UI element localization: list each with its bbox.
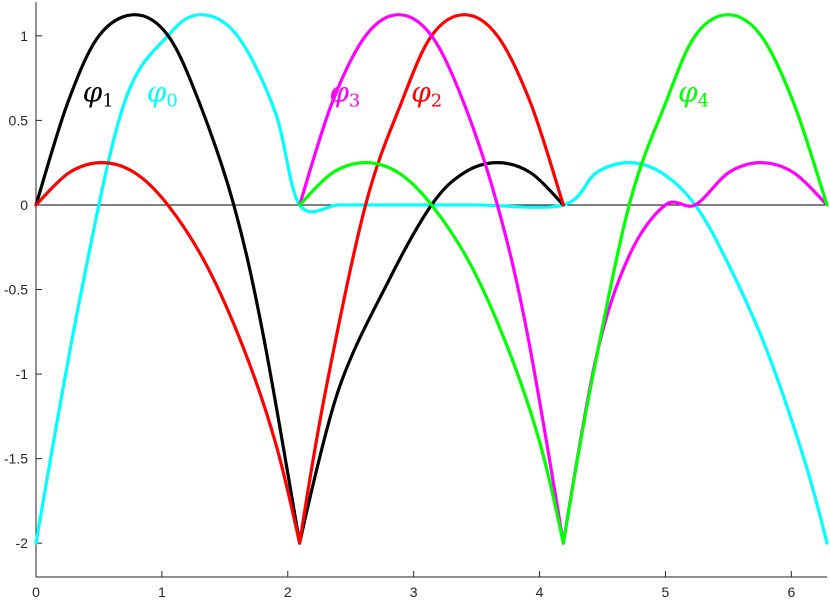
series-line-3 (298, 13, 829, 545)
series-label-1: φ1 (83, 76, 114, 112)
x-tick-label: 6 (787, 584, 795, 600)
x-tick-label: 2 (284, 584, 292, 600)
y-tick-label: -2 (16, 535, 29, 551)
series-labels: φ1 φ0 φ3 φ2 φ4 (83, 76, 710, 112)
series-label-2: φ2 (411, 76, 442, 112)
y-tick-label: 1 (20, 28, 28, 44)
y-tick-label: 0.5 (9, 112, 29, 128)
series-line-1 (34, 13, 565, 545)
series-label-0: φ0 (147, 76, 178, 112)
y-tick-label: -1.5 (4, 451, 28, 467)
x-tick-label: 5 (662, 584, 670, 600)
y-tick-label: -0.5 (4, 282, 28, 298)
x-tick-label: 4 (536, 584, 544, 600)
x-tick-label: 0 (32, 584, 40, 600)
y-tick-label: -1 (16, 366, 29, 382)
series-label-3: φ3 (329, 76, 360, 112)
series-line-0 (34, 13, 829, 545)
x-tick-label: 1 (158, 584, 166, 600)
series-line-2 (34, 13, 565, 545)
series-label-4: φ4 (678, 76, 709, 112)
series-line-4 (298, 13, 829, 545)
x-tick-label: 3 (410, 584, 418, 600)
curves (34, 13, 829, 545)
y-tick-label: 0 (20, 197, 28, 213)
